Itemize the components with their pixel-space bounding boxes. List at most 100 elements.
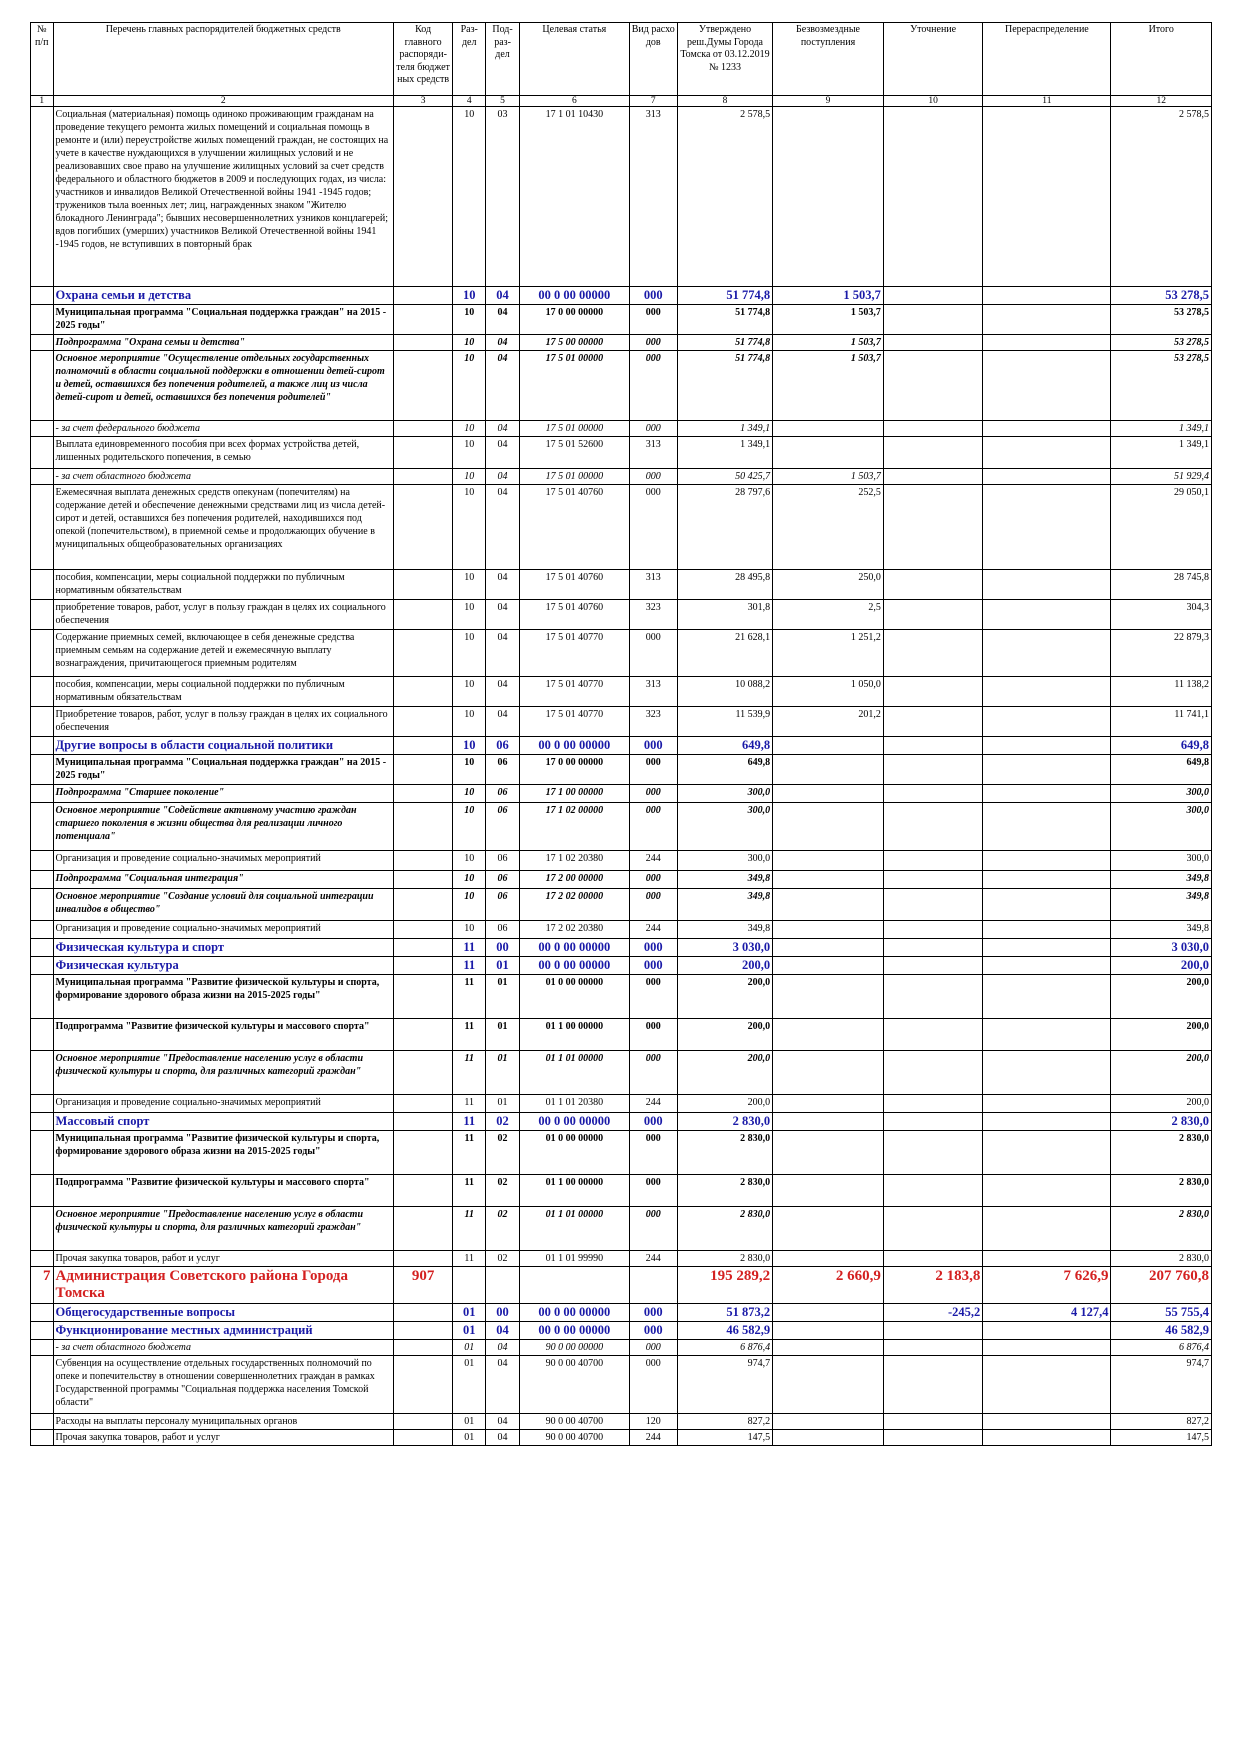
row-redistribution xyxy=(982,436,1112,469)
row-name: Субвенция на осуществление отдельных гос… xyxy=(52,1355,394,1414)
row-grants xyxy=(772,1174,884,1207)
row-razdel: 10 xyxy=(452,888,487,921)
row-podrazdel: 02 xyxy=(485,1130,520,1175)
row-number xyxy=(30,334,54,351)
row-name: Муниципальная программа "Развитие физиче… xyxy=(52,1130,394,1175)
row-podrazdel: 04 xyxy=(485,599,520,630)
row-razdel: 10 xyxy=(452,676,487,707)
row-grants: 1 050,0 xyxy=(772,676,884,707)
row-redistribution xyxy=(982,1174,1112,1207)
row-expense-type: 244 xyxy=(628,850,678,871)
row-podrazdel: 04 xyxy=(485,286,520,305)
row-approved: 200,0 xyxy=(676,1050,774,1095)
row-razdel: 10 xyxy=(452,784,487,803)
table-row: Муниципальная программа "Социальная подд… xyxy=(30,304,1212,335)
row-number xyxy=(30,676,54,707)
row-clarification xyxy=(882,784,984,803)
row-expense-type xyxy=(628,1266,678,1304)
row-clarification: 2 183,8 xyxy=(882,1266,984,1304)
row-target-article: 17 0 00 00000 xyxy=(518,754,630,785)
row-redistribution xyxy=(982,599,1112,630)
row-approved: 50 425,7 xyxy=(676,468,774,485)
row-total: 649,8 xyxy=(1110,754,1212,785)
row-clarification xyxy=(882,420,984,437)
row-razdel: 11 xyxy=(452,1250,487,1267)
row-redistribution xyxy=(982,484,1112,570)
table-row: Субвенция на осуществление отдельных гос… xyxy=(30,1355,1212,1414)
row-podrazdel: 01 xyxy=(485,956,520,975)
row-number xyxy=(30,1250,54,1267)
row-code xyxy=(392,350,454,421)
row-podrazdel: 04 xyxy=(485,436,520,469)
table-row: Выплата единовременного пособия при всех… xyxy=(30,436,1212,469)
row-total: 200,0 xyxy=(1110,1018,1212,1051)
row-grants xyxy=(772,1130,884,1175)
table-row: Подпрограмма "Развитие физической культу… xyxy=(30,1174,1212,1207)
row-target-article: 01 1 01 99990 xyxy=(518,1250,630,1267)
row-razdel xyxy=(452,1266,487,1304)
row-number xyxy=(30,1130,54,1175)
row-clarification xyxy=(882,468,984,485)
row-podrazdel: 06 xyxy=(485,920,520,939)
row-code xyxy=(392,920,454,939)
row-razdel: 11 xyxy=(452,1174,487,1207)
row-number xyxy=(30,736,54,755)
col-header-razdel: Раз-дел xyxy=(452,22,487,96)
row-number xyxy=(30,286,54,305)
row-code xyxy=(392,850,454,871)
row-razdel: 10 xyxy=(452,754,487,785)
row-code xyxy=(392,802,454,851)
table-row: Муниципальная программа "Развитие физиче… xyxy=(30,1130,1212,1175)
row-grants: 2,5 xyxy=(772,599,884,630)
table-row: Подпрограмма "Охрана семьи и детства" 10 0… xyxy=(30,334,1212,351)
row-razdel: 10 xyxy=(452,468,487,485)
row-podrazdel xyxy=(485,1266,520,1304)
row-expense-type: 000 xyxy=(628,1018,678,1051)
row-code xyxy=(392,938,454,957)
row-podrazdel: 06 xyxy=(485,802,520,851)
row-target-article: 17 1 02 20380 xyxy=(518,850,630,871)
col-header-redistribution: Перераспределение xyxy=(982,22,1112,96)
row-number: 7 xyxy=(30,1266,54,1304)
row-target-article: 01 1 01 20380 xyxy=(518,1094,630,1113)
row-target-article: 17 5 01 40760 xyxy=(518,484,630,570)
row-name: Другие вопросы в области социальной поли… xyxy=(52,736,394,755)
row-total: 3 030,0 xyxy=(1110,938,1212,957)
row-redistribution xyxy=(982,1429,1112,1446)
row-name: Подпрограмма "Развитие физической культу… xyxy=(52,1174,394,1207)
row-clarification xyxy=(882,676,984,707)
row-target-article: 01 1 00 00000 xyxy=(518,1174,630,1207)
row-expense-type: 000 xyxy=(628,286,678,305)
column-number: 1 xyxy=(30,95,54,107)
row-expense-type: 000 xyxy=(628,1339,678,1356)
row-name: Администрация Советского района Города Т… xyxy=(52,1266,394,1304)
row-redistribution xyxy=(982,334,1112,351)
row-podrazdel: 04 xyxy=(485,484,520,570)
row-razdel: 10 xyxy=(452,350,487,421)
header-row: № п/п Перечень главных распорядителей бю… xyxy=(30,22,1212,96)
row-target-article: 17 5 01 00000 xyxy=(518,350,630,421)
row-grants xyxy=(772,1018,884,1051)
row-total: 200,0 xyxy=(1110,956,1212,975)
table-row: Прочая закупка товаров, работ и услуг 01 0… xyxy=(30,1429,1212,1446)
col-header-total: Итого xyxy=(1110,22,1212,96)
row-razdel: 01 xyxy=(452,1429,487,1446)
row-code xyxy=(392,1250,454,1267)
row-grants xyxy=(772,1112,884,1131)
row-clarification xyxy=(882,956,984,975)
row-total: 304,3 xyxy=(1110,599,1212,630)
row-total: 2 830,0 xyxy=(1110,1174,1212,1207)
row-redistribution xyxy=(982,920,1112,939)
row-code xyxy=(392,1339,454,1356)
row-redistribution xyxy=(982,1355,1112,1414)
table-row: пособия, компенсации, меры социальной по… xyxy=(30,676,1212,707)
row-clarification xyxy=(882,1339,984,1356)
row-razdel: 10 xyxy=(452,286,487,305)
row-grants xyxy=(772,1094,884,1113)
row-name: Муниципальная программа "Социальная подд… xyxy=(52,754,394,785)
row-total: 300,0 xyxy=(1110,802,1212,851)
row-expense-type: 000 xyxy=(628,1303,678,1322)
row-name: Прочая закупка товаров, работ и услуг xyxy=(52,1429,394,1446)
row-expense-type: 000 xyxy=(628,870,678,889)
row-target-article: 17 5 01 00000 xyxy=(518,420,630,437)
